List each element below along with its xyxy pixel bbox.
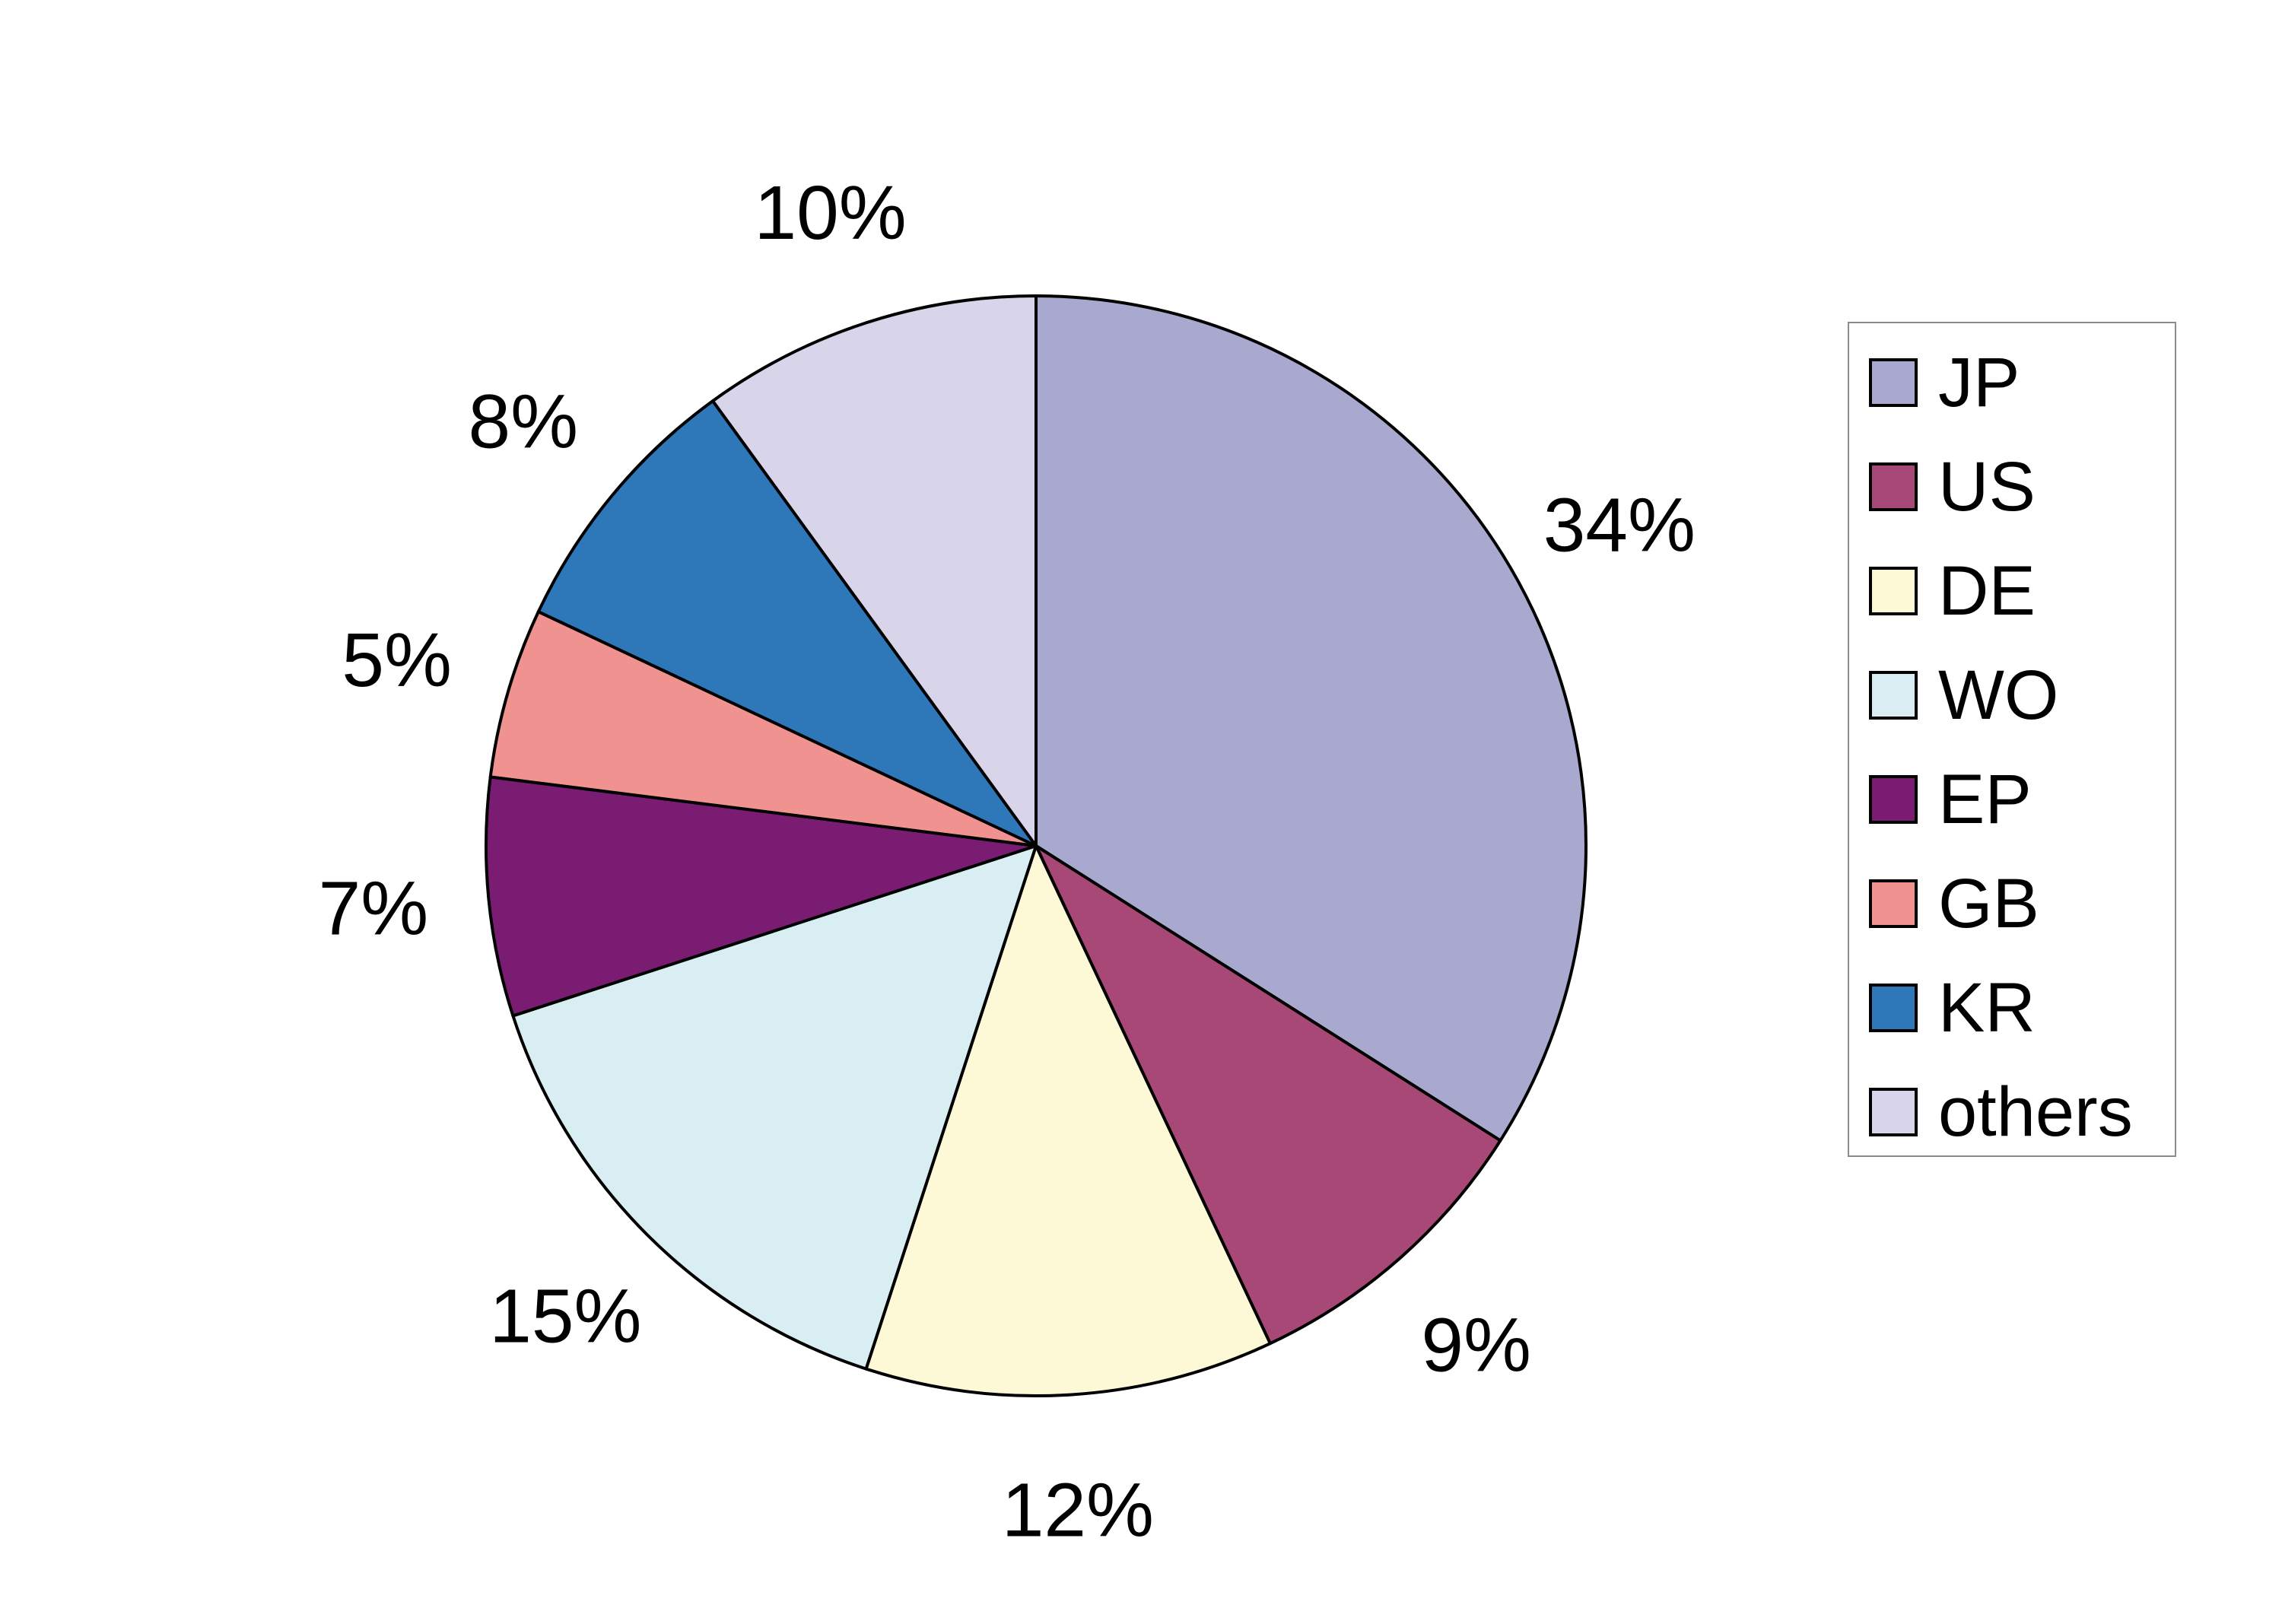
legend-item-wo: WO — [1869, 656, 2058, 734]
slice-label-gb: 5% — [342, 618, 452, 703]
legend-swatch-ep — [1869, 775, 1918, 824]
slice-label-jp: 34% — [1543, 483, 1696, 568]
legend-item-kr: KR — [1869, 969, 2036, 1047]
pie-slice-others — [711, 294, 1038, 847]
pie-labels: 34% 9% 12% 15% 7% 5% 8% 10% — [319, 170, 1696, 1553]
legend-label-kr: KR — [1938, 969, 2036, 1047]
legend-item-gb: GB — [1869, 865, 2039, 942]
legend-swatch-others — [1869, 1088, 1918, 1136]
legend-item-others: others — [1869, 1073, 2133, 1151]
pie-slice-wo — [511, 844, 1038, 1371]
slice-label-others: 10% — [755, 170, 907, 256]
legend-item-de: DE — [1869, 552, 2036, 630]
pie-slice-de — [864, 844, 1272, 1397]
slice-label-us: 9% — [1421, 1302, 1531, 1387]
legend-swatch-kr — [1869, 984, 1918, 1032]
legend-label-de: DE — [1938, 552, 2036, 630]
slice-label-kr: 8% — [469, 379, 579, 464]
pie-slice-ep — [485, 775, 1038, 1018]
legend-label-gb: GB — [1938, 865, 2039, 942]
legend-swatch-us — [1869, 462, 1918, 511]
legend-label-us: US — [1938, 448, 2036, 526]
legend-label-wo: WO — [1938, 656, 2058, 734]
slice-label-wo: 15% — [489, 1274, 641, 1359]
legend-swatch-wo — [1869, 671, 1918, 720]
pie-slice-kr — [536, 399, 1038, 847]
legend-label-others: others — [1938, 1073, 2133, 1151]
legend-item-us: US — [1869, 448, 2036, 526]
legend-item-jp: JP — [1869, 344, 2020, 421]
legend-label-ep: EP — [1938, 761, 2032, 838]
legend: JP US DE WO EP GB KR others — [1848, 322, 2176, 1157]
legend-label-jp: JP — [1938, 344, 2020, 421]
legend-swatch-jp — [1869, 358, 1918, 407]
slice-label-ep: 7% — [319, 866, 429, 951]
legend-swatch-gb — [1869, 879, 1918, 928]
slice-label-de: 12% — [1002, 1467, 1154, 1552]
pie-slice-gb — [488, 610, 1038, 847]
pie-slice-us — [1035, 844, 1502, 1346]
pie-slices — [485, 294, 1588, 1397]
pie-slice-jp — [1035, 294, 1588, 1143]
legend-item-ep: EP — [1869, 761, 2032, 838]
legend-swatch-de — [1869, 567, 1918, 615]
